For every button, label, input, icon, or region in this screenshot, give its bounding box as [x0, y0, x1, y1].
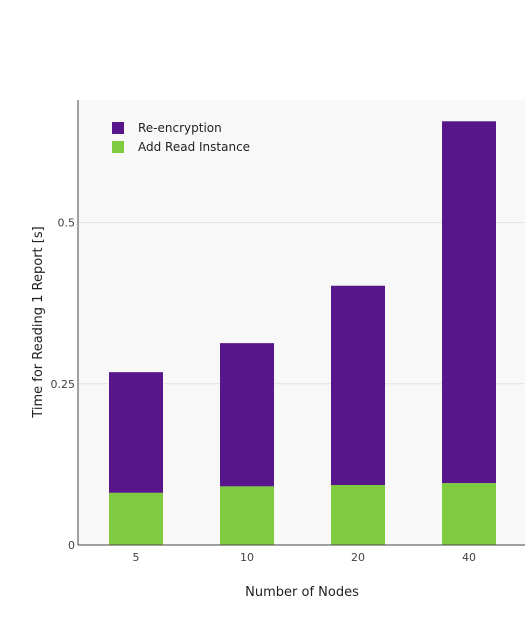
x-tick-label: 5 [133, 551, 140, 564]
x-tick-label: 40 [462, 551, 476, 564]
bar-re-encryption-40 [442, 121, 496, 484]
bar-add-read-instance-40 [442, 483, 496, 545]
bar-re-encryption-10 [220, 343, 274, 487]
y-tick-label: 0.25 [51, 378, 76, 391]
bar-add-read-instance-5 [109, 492, 163, 545]
x-tick-label: 20 [351, 551, 365, 564]
bar-re-encryption-5 [109, 372, 163, 493]
x-tick-label: 10 [240, 551, 254, 564]
legend-label: Add Read Instance [138, 140, 250, 154]
legend-swatch [112, 141, 124, 153]
x-tick-labels: 5 10 20 40 [133, 551, 477, 564]
bar-re-encryption-20 [331, 285, 385, 486]
bars [109, 121, 496, 545]
legend: Re-encryption Add Read Instance [112, 121, 250, 154]
bar-add-read-instance-10 [220, 486, 274, 545]
y-tick-label: 0.5 [58, 217, 76, 230]
bar-add-read-instance-20 [331, 485, 385, 545]
y-axis-title: Time for Reading 1 Report [s] [31, 226, 46, 418]
legend-swatch [112, 122, 124, 134]
x-axis-title: Number of Nodes [245, 585, 359, 600]
y-tick-label: 0 [68, 539, 75, 552]
y-tick-labels: 0 0.25 0.5 [51, 217, 76, 552]
legend-label: Re-encryption [138, 121, 222, 135]
